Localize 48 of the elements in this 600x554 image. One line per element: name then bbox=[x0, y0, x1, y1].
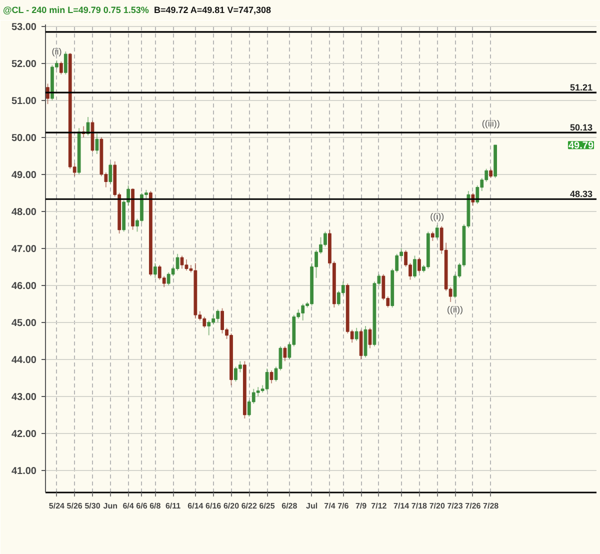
y-tick-label: 52.00 bbox=[11, 58, 37, 70]
x-tick-label: 6/16 bbox=[206, 502, 222, 510]
ref-line-label: 50.13 bbox=[570, 122, 593, 133]
y-tick-label: 43.00 bbox=[11, 392, 37, 403]
x-tick-label: 6/28 bbox=[282, 502, 298, 510]
y-tick-label: 51.00 bbox=[11, 96, 37, 107]
x-tick-label: 5/30 bbox=[84, 502, 101, 510]
x-tick-label: 7/4 bbox=[324, 502, 336, 510]
x-tick-label: 6/8 bbox=[150, 502, 162, 510]
x-tick-label: Jun bbox=[103, 502, 118, 510]
annotation: (ii) bbox=[52, 46, 62, 56]
annotation: ((ii)) bbox=[447, 304, 464, 314]
x-tick-label: 7/18 bbox=[411, 502, 428, 510]
x-tick-label: 7/26 bbox=[465, 502, 482, 510]
y-tick-label: 50.00 bbox=[11, 132, 37, 144]
annotation: ((i)) bbox=[430, 211, 444, 222]
ref-line-label: 51.21 bbox=[570, 82, 593, 93]
x-tick-label: 7/20 bbox=[429, 502, 446, 510]
y-tick-label: 53.00 bbox=[11, 22, 37, 33]
x-tick-label: 7/23 bbox=[447, 502, 464, 510]
text: 49.79 bbox=[568, 140, 594, 152]
x-tick-label: 7/12 bbox=[371, 502, 388, 510]
x-tick-label: 6/25 bbox=[259, 502, 276, 510]
ref-line-label: 48.33 bbox=[570, 189, 593, 200]
x-tick-label: 5/24 bbox=[48, 502, 66, 510]
x-tick-label: 6/6 bbox=[136, 502, 148, 510]
x-tick-label: 5/26 bbox=[66, 502, 83, 510]
x-tick-label: 7/14 bbox=[394, 502, 410, 510]
x-tick-label: 6/4 bbox=[122, 502, 134, 510]
y-tick-label: 45.00 bbox=[11, 318, 37, 329]
x-tick-label: 7/28 bbox=[483, 502, 500, 510]
x-tick-label: 6/11 bbox=[165, 502, 182, 510]
annotation: ((iii)) bbox=[482, 118, 500, 129]
y-tick-label: 44.00 bbox=[11, 354, 37, 366]
x-tick-label: 6/22 bbox=[241, 502, 258, 510]
x-tick-label: 7/6 bbox=[338, 502, 350, 510]
x-tick-label: Jul bbox=[306, 502, 318, 510]
y-tick-label: 49.00 bbox=[11, 170, 37, 181]
y-tick-label: 47.00 bbox=[11, 244, 37, 255]
chart-subtitle: B=49.72 A=49.81 V=747,308 bbox=[154, 5, 271, 15]
y-tick-label: 46.00 bbox=[11, 280, 37, 292]
y-tick-label: 41.00 bbox=[11, 466, 37, 477]
x-tick-label: 6/14 bbox=[188, 502, 204, 510]
y-tick-label: 42.00 bbox=[11, 428, 37, 440]
y-tick-label: 48.00 bbox=[11, 206, 37, 218]
x-tick-label: 7/9 bbox=[355, 502, 368, 510]
chart-title: @CL - 240 min L=49.79 0.75 1.53% bbox=[3, 5, 149, 15]
x-tick-label: 6/20 bbox=[223, 502, 240, 510]
